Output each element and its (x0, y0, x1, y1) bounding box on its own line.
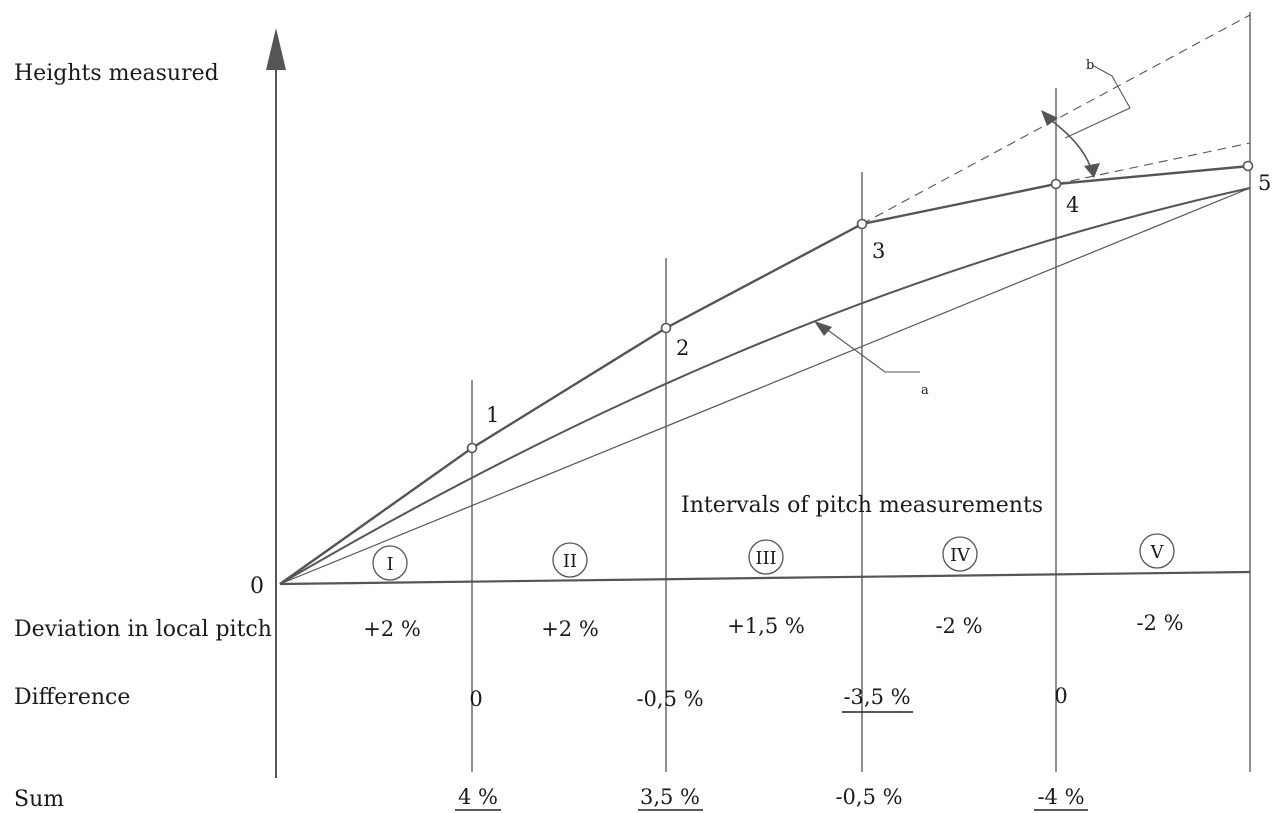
row-label-deviation: Deviation in local pitch (14, 617, 272, 642)
deviation-value-1: +2 % (363, 617, 421, 641)
point-label-1: 1 (486, 403, 499, 427)
difference-value-1: 0 (469, 687, 482, 711)
y-axis-arrowhead (266, 28, 286, 70)
interval-label-4: IV (950, 545, 971, 566)
point-marker-1 (466, 442, 478, 454)
difference-value-4: 0 (1054, 684, 1067, 708)
y-axis-label: Heights measured (14, 61, 219, 86)
interval-label-1: I (386, 554, 393, 575)
dashed-extrapolation-upper (861, 14, 1251, 225)
annotation-a-label: a (921, 383, 929, 398)
annotation-b-leader (1064, 65, 1131, 139)
point-label-3: 3 (872, 239, 885, 263)
point-label-4: 4 (1066, 193, 1079, 217)
interval-label-5: V (1150, 542, 1165, 563)
point-label-5: 5 (1258, 171, 1271, 195)
sum-value-2: 3,5 % (640, 785, 700, 809)
point-marker-4 (1050, 178, 1062, 190)
annotation-a-leader (824, 327, 920, 373)
reference-line (279, 187, 1251, 585)
difference-value-3: -3,5 % (843, 685, 910, 709)
baseline (279, 570, 1251, 586)
deviation-value-3: +1,5 % (727, 614, 805, 638)
difference-value-2: -0,5 % (636, 687, 703, 711)
annotation-b-label: b (1086, 58, 1094, 73)
interval-circle-1 (372, 545, 408, 581)
point-marker-3 (856, 218, 868, 230)
deviation-value-4: -2 % (935, 614, 982, 638)
row-label-sum: Sum (14, 787, 64, 812)
deviation-value-2: +2 % (541, 617, 599, 641)
angle-arrow-top (1041, 110, 1058, 126)
sum-value-1: 4 % (458, 785, 498, 809)
annotation-a-arrowhead (814, 321, 832, 336)
point-label-2: 2 (676, 336, 689, 360)
interval-circle-4 (942, 536, 978, 572)
x-axis-label: Intervals of pitch measurements (681, 493, 1043, 518)
angle-arc (1047, 117, 1093, 173)
deviation-value-5: -2 % (1136, 611, 1183, 635)
row-label-difference: Difference (14, 685, 130, 710)
mean-curve (279, 187, 1251, 585)
interval-label-3: III (755, 548, 776, 569)
measured-profile (279, 164, 1251, 585)
angle-arrow-bottom (1084, 163, 1100, 178)
interval-label-2: II (563, 551, 577, 572)
point-marker-5 (1242, 160, 1254, 172)
interval-circle-5 (1139, 533, 1175, 569)
point-marker-2 (660, 322, 672, 334)
dashed-extrapolation-lower (1055, 142, 1251, 185)
interval-circle-3 (748, 539, 784, 575)
interval-circle-2 (552, 542, 588, 578)
sum-value-4: -4 % (1037, 785, 1084, 809)
sum-value-3: -0,5 % (835, 785, 902, 809)
origin-label: 0 (250, 574, 264, 599)
